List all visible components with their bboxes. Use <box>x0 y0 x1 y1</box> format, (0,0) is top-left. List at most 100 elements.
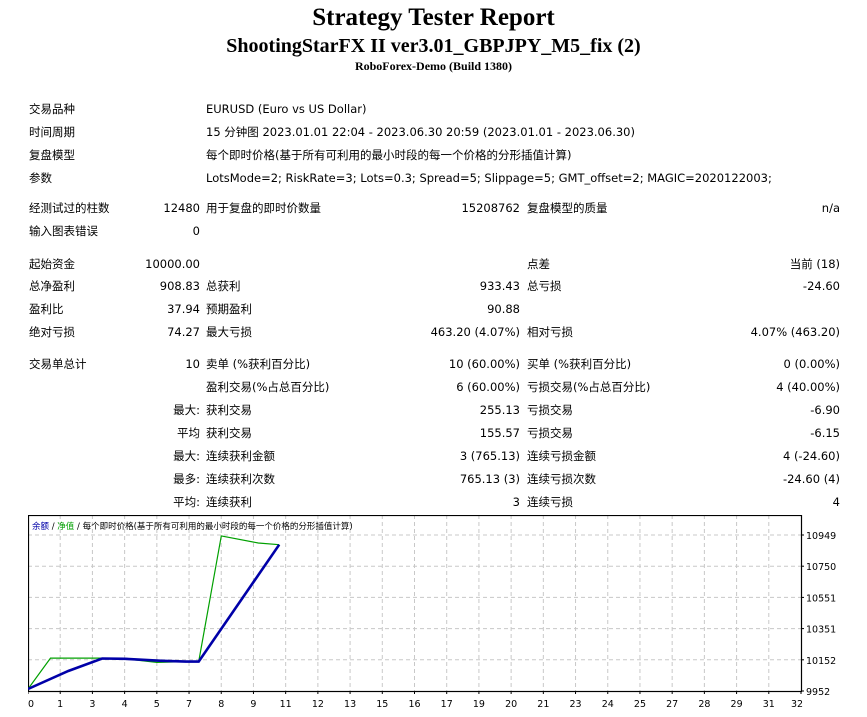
params-label: 参数 <box>29 171 52 185</box>
row-prefix: 最多: <box>173 472 200 486</box>
relative-drawdown-label: 相对亏损 <box>527 325 573 339</box>
max-consecutive-losses-amount-value: 4 (-24.60) <box>782 449 840 463</box>
row-prefix: 平均: <box>173 495 200 509</box>
symbol-value: EURUSD (Euro vs US Dollar) <box>206 102 367 116</box>
svg-text:12: 12 <box>312 699 324 710</box>
svg-text:0: 0 <box>28 699 34 710</box>
svg-text:11: 11 <box>280 699 292 710</box>
quality-label: 复盘模型的质量 <box>527 201 608 215</box>
svg-text:19: 19 <box>473 699 485 710</box>
svg-text:15: 15 <box>376 699 388 710</box>
svg-text:16: 16 <box>408 699 420 710</box>
max-consecutive-loss-value: -24.60 (4) <box>782 472 840 486</box>
y-axis-ticks: 10949 10750 10551 10351 10152 9952 <box>801 531 836 698</box>
absolute-drawdown-label: 绝对亏损 <box>29 325 75 339</box>
max-consecutive-wins-amount-label: 连续获利金额 <box>206 449 275 463</box>
errors-value: 0 <box>192 224 200 238</box>
deposit-label: 起始资金 <box>29 257 75 271</box>
largest-profit-value: 255.13 <box>479 403 520 417</box>
svg-text:31: 31 <box>763 699 775 710</box>
average-profit-value: 155.57 <box>479 426 520 440</box>
errors-label: 输入图表错误 <box>29 224 98 238</box>
gross-loss-value: -24.60 <box>802 279 840 293</box>
ticks-value: 15208762 <box>461 201 520 215</box>
spread-value: 当前 (18) <box>789 257 840 271</box>
balance-equity-chart: 0 1 3 4 5 7 8 9 11 12 13 15 16 17 19 20 21 23 24 25 27 28 29 31… <box>28 515 866 717</box>
svg-text:3: 3 <box>89 699 95 710</box>
deposit-value: 10000.00 <box>145 257 200 271</box>
svg-text:25: 25 <box>634 699 646 710</box>
model-value: 每个即时价格(基于所有可利用的最小时段的每一个价格的分形插值计算) <box>206 148 572 162</box>
svg-text:27: 27 <box>666 699 678 710</box>
svg-text:4: 4 <box>122 699 128 710</box>
ticks-label: 用于复盘的即时价数量 <box>206 201 321 215</box>
period-label: 时间周期 <box>29 125 75 139</box>
svg-text:10750: 10750 <box>806 562 836 573</box>
profit-factor-value: 37.94 <box>167 302 200 316</box>
params-value: LotsMode=2; RiskRate=3; Lots=0.3; Spread… <box>206 171 772 185</box>
largest-profit-label: 获利交易 <box>206 403 252 417</box>
average-consecutive-losses-label: 连续亏损 <box>527 495 573 509</box>
max-drawdown-label: 最大亏损 <box>206 325 252 339</box>
svg-text:10351: 10351 <box>806 625 836 636</box>
max-consecutive-profit-label: 连续获利次数 <box>206 472 275 486</box>
total-trades-value: 10 <box>185 357 200 371</box>
chart-grid <box>28 515 801 691</box>
svg-text:9: 9 <box>250 699 256 710</box>
loss-trades-value: 4 (40.00%) <box>776 380 840 394</box>
symbol-label: 交易品种 <box>29 102 75 116</box>
absolute-drawdown-value: 74.27 <box>167 325 200 339</box>
expected-payoff-value: 90.88 <box>487 302 520 316</box>
bars-label: 经测试过的柱数 <box>29 201 110 215</box>
svg-text:23: 23 <box>569 699 581 710</box>
net-profit-value: 908.83 <box>159 279 200 293</box>
svg-text:29: 29 <box>731 699 743 710</box>
chart-legend: 余额 / 净值 / 每个即时价格(基于所有可利用的最小时段的每一个价格的分形插值… <box>32 520 353 532</box>
loss-trades-label: 亏损交易(%占总百分比) <box>527 380 651 394</box>
expected-payoff-label: 预期盈利 <box>206 302 252 316</box>
svg-text:24: 24 <box>602 699 614 710</box>
legend-equity: 净值 <box>57 522 75 532</box>
gross-loss-label: 总亏损 <box>527 279 562 293</box>
net-profit-label: 总净盈利 <box>29 279 75 293</box>
short-positions-value: 10 (60.00%) <box>448 357 520 371</box>
largest-loss-label: 亏损交易 <box>527 403 573 417</box>
gross-profit-value: 933.43 <box>479 279 520 293</box>
legend-balance: 余额 <box>32 522 50 532</box>
svg-text:28: 28 <box>698 699 710 710</box>
total-trades-label: 交易单总计 <box>29 357 87 371</box>
balance-line <box>28 543 281 691</box>
expert-name: ShootingStarFX II ver3.01_GBPJPY_M5_fix … <box>226 35 641 57</box>
max-consecutive-wins-amount-value: 3 (765.13) <box>459 449 520 463</box>
row-prefix: 最大: <box>173 449 200 463</box>
relative-drawdown-value: 4.07% (463.20) <box>750 325 840 339</box>
svg-text:9952: 9952 <box>806 687 830 698</box>
long-positions-value: 0 (0.00%) <box>783 357 840 371</box>
svg-text:1: 1 <box>57 699 63 710</box>
max-drawdown-value: 463.20 (4.07%) <box>430 325 520 339</box>
period-value: 15 分钟图 2023.01.01 22:04 - 2023.06.30 20:… <box>206 125 635 139</box>
svg-text:5: 5 <box>154 699 160 710</box>
legend-separator: / <box>74 522 83 532</box>
quality-value: n/a <box>821 201 840 215</box>
max-consecutive-loss-label: 连续亏损次数 <box>527 472 596 486</box>
legend-model: 每个即时价格(基于所有可利用的最小时段的每一个价格的分形插值计算) <box>82 522 353 532</box>
bars-value: 12480 <box>163 201 200 215</box>
svg-text:21: 21 <box>537 699 549 710</box>
gross-profit-label: 总获利 <box>206 279 241 293</box>
svg-text:17: 17 <box>441 699 453 710</box>
svg-text:13: 13 <box>344 699 356 710</box>
svg-text:8: 8 <box>218 699 224 710</box>
row-prefix: 最大: <box>173 403 200 417</box>
svg-text:7: 7 <box>186 699 192 710</box>
max-consecutive-profit-value: 765.13 (3) <box>459 472 520 486</box>
profit-trades-label: 盈利交易(%占总百分比) <box>206 380 330 394</box>
profit-trades-value: 6 (60.00%) <box>456 380 520 394</box>
profit-factor-label: 盈利比 <box>29 302 64 316</box>
server-build: RoboForex-Demo (Build 1380) <box>354 59 513 73</box>
average-consecutive-losses-value: 4 <box>832 495 840 509</box>
svg-text:32: 32 <box>791 699 803 710</box>
svg-text:10551: 10551 <box>806 593 836 604</box>
legend-separator: / <box>49 522 58 532</box>
max-consecutive-losses-amount-label: 连续亏损金额 <box>527 449 596 463</box>
